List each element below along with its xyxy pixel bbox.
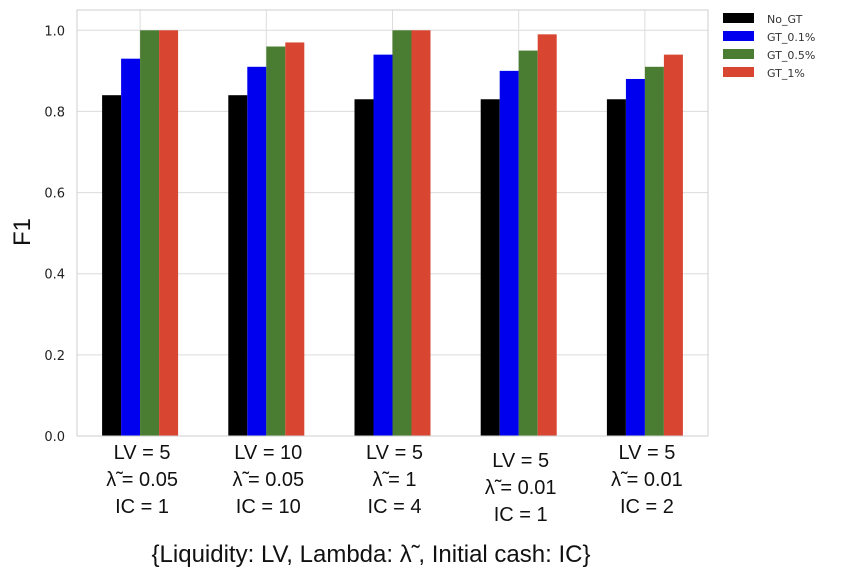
x-category-label: LV = 5 λ̃ = 0.01 IC = 2	[611, 442, 683, 518]
y-axis-ticks: 0.0 0.2 0.4 0.6 0.8 1.0	[44, 24, 65, 445]
y-tick-label: 0.4	[44, 268, 65, 283]
bar-gt-0-5--5	[644, 66, 664, 437]
legend-label: GT_1%	[767, 67, 805, 80]
x-category-line: LV = 5	[114, 442, 171, 464]
bar-gt-0-1--3	[373, 54, 393, 436]
bars	[102, 30, 683, 437]
y-tick-label: 0.8	[44, 105, 65, 120]
legend-swatch	[723, 13, 754, 23]
x-axis-categories: LV = 5 λ̃ = 0.05 IC = 1 LV = 10 λ̃ = 0.05 IC …	[106, 442, 683, 526]
bar-gt-0-5--3	[392, 30, 412, 437]
plot-frame	[76, 9, 709, 437]
bar-no-gt-2	[228, 95, 248, 436]
bar-no-gt-1	[102, 95, 122, 436]
bar-gt-0-1--2	[247, 66, 267, 437]
x-category-line: IC = 1	[494, 504, 548, 526]
bar-gt-1--1	[159, 30, 179, 437]
bar-gt-1--3	[411, 30, 431, 437]
x-category-label: LV = 5 λ̃ = 1 IC = 4	[366, 442, 423, 518]
y-axis-label: F1	[9, 218, 36, 246]
x-category-line: IC = 10	[236, 496, 301, 518]
legend: No_GT GT_0.1% GT_0.5% GT_1%	[723, 13, 815, 80]
x-category-line: LV = 5	[618, 442, 675, 464]
y-tick-label: 0.2	[44, 349, 65, 364]
legend-swatch	[723, 67, 754, 77]
x-category-line: IC = 2	[620, 496, 674, 518]
bar-gt-1--4	[537, 34, 557, 436]
x-category-line: λ̃ = 0.01	[611, 469, 683, 491]
x-category-line: λ̃ = 0.05	[106, 469, 178, 491]
legend-label: GT_0.5%	[767, 49, 815, 62]
bar-gt-0-5--2	[266, 46, 286, 437]
y-tick-label: 0.0	[44, 430, 65, 445]
bar-gt-0-5--4	[518, 50, 538, 436]
x-category-line: λ̃ = 0.05	[232, 469, 304, 491]
y-tick-label: 1.0	[44, 24, 65, 39]
bar-gt-1--5	[663, 54, 683, 436]
bar-gt-0-5--1	[140, 30, 160, 437]
legend-swatch	[723, 49, 754, 59]
x-category-label: LV = 10 λ̃ = 0.05 IC = 10	[232, 442, 304, 518]
x-category-line: IC = 4	[368, 496, 422, 518]
legend-label: No_GT	[767, 13, 803, 26]
plot-border	[76, 9, 709, 437]
x-category-label: LV = 5 λ̃ = 0.01 IC = 1	[485, 450, 557, 526]
chart-caption: {Liquidity: LV, Lambda: λ̃ , Initial cas…	[152, 541, 591, 568]
bar-gt-0-1--5	[625, 78, 645, 436]
x-category-line: LV = 5	[366, 442, 423, 464]
bar-no-gt-5	[606, 99, 626, 436]
y-tick-label: 0.6	[44, 187, 65, 202]
bar-gt-0-1--4	[499, 70, 519, 436]
legend-label: GT_0.1%	[767, 31, 815, 44]
bar-no-gt-3	[354, 99, 374, 436]
x-category-line: LV = 5	[492, 450, 549, 472]
x-category-label: LV = 5 λ̃ = 0.05 IC = 1	[106, 442, 178, 518]
x-category-line: LV = 10	[234, 442, 302, 464]
bar-no-gt-4	[480, 99, 500, 436]
bar-gt-1--2	[285, 42, 305, 436]
legend-swatch	[723, 31, 754, 41]
bar-gt-0-1--1	[121, 58, 141, 436]
x-category-line: λ̃ = 0.01	[485, 477, 557, 499]
x-category-line: λ̃ = 1	[373, 469, 417, 491]
x-category-line: IC = 1	[115, 496, 169, 518]
